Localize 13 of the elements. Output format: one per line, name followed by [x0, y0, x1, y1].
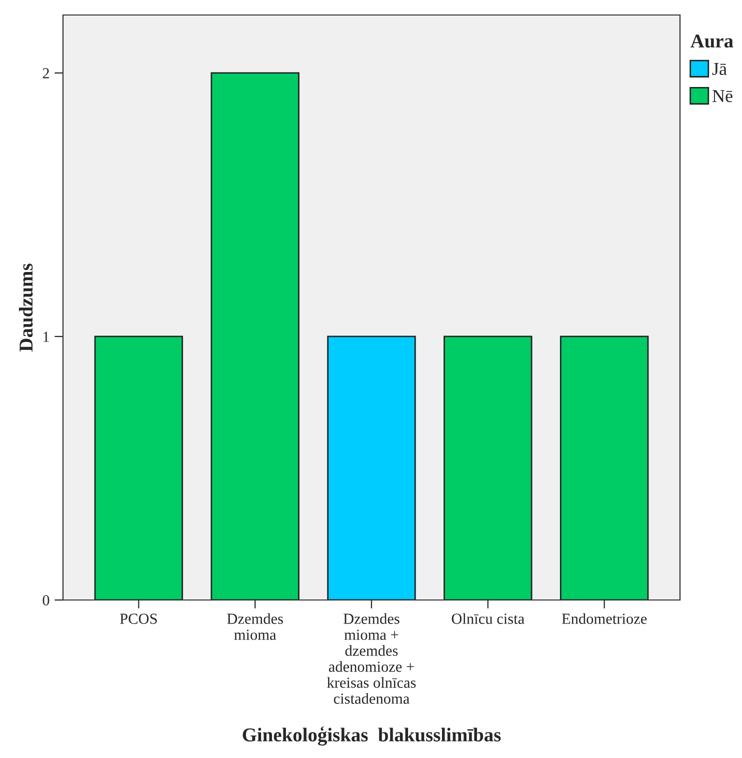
x-tick-label: Dzemdes mioma [227, 613, 283, 640]
legend-label: Jā [712, 63, 727, 76]
legend-title: Aura [690, 34, 734, 48]
y-tick-label: 2 [42, 68, 49, 78]
y-tick-label: 1 [44, 332, 49, 342]
x-tick-label: PCOS [120, 614, 157, 624]
x-tick-label: Dzemdes mioma + dzemdes adenomioze + kreisas olnīcas cistadenoma [327, 613, 416, 704]
y-tick-label: 0 [42, 595, 50, 606]
legend-label: Nē [712, 90, 732, 102]
x-tick-label: Endometrioze [562, 613, 647, 624]
y-axis-title: Daudzums [18, 264, 33, 352]
x-axis-title: Ginekoloģiskas blakusslimības [242, 726, 501, 746]
x-tick-label: Olnīcu cista [452, 613, 524, 624]
